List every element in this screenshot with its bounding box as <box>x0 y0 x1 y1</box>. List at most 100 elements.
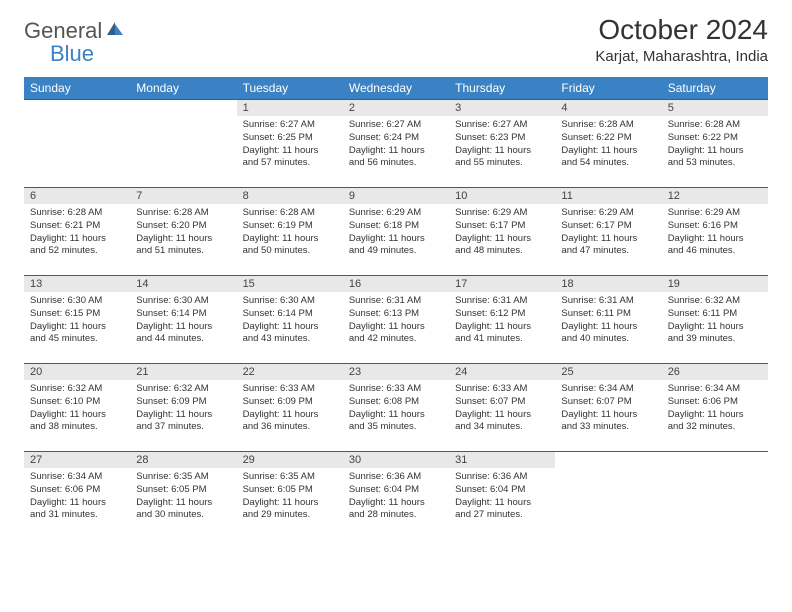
sunrise-text: Sunrise: 6:30 AM <box>243 295 337 308</box>
day-number: 25 <box>555 364 661 380</box>
sunset-text: Sunset: 6:24 PM <box>349 132 443 145</box>
day-number: 27 <box>24 452 130 468</box>
daylight-text: Daylight: 11 hours and 30 minutes. <box>136 497 230 523</box>
day-number: 3 <box>449 100 555 116</box>
calendar-day-cell: 8Sunrise: 6:28 AMSunset: 6:19 PMDaylight… <box>237 188 343 276</box>
daylight-text: Daylight: 11 hours and 39 minutes. <box>668 321 762 347</box>
calendar-day-cell: 21Sunrise: 6:32 AMSunset: 6:09 PMDayligh… <box>130 364 236 452</box>
day-detail: Sunrise: 6:27 AMSunset: 6:23 PMDaylight:… <box>449 116 555 172</box>
sunrise-text: Sunrise: 6:35 AM <box>243 471 337 484</box>
logo-sail-icon <box>106 21 124 42</box>
sunrise-text: Sunrise: 6:27 AM <box>455 119 549 132</box>
calendar-day-cell: 15Sunrise: 6:30 AMSunset: 6:14 PMDayligh… <box>237 276 343 364</box>
day-detail: Sunrise: 6:30 AMSunset: 6:15 PMDaylight:… <box>24 292 130 348</box>
sunset-text: Sunset: 6:11 PM <box>668 308 762 321</box>
calendar-day-cell: 22Sunrise: 6:33 AMSunset: 6:09 PMDayligh… <box>237 364 343 452</box>
sunset-text: Sunset: 6:11 PM <box>561 308 655 321</box>
sunrise-text: Sunrise: 6:28 AM <box>668 119 762 132</box>
daylight-text: Daylight: 11 hours and 57 minutes. <box>243 145 337 171</box>
calendar-day-cell: 31Sunrise: 6:36 AMSunset: 6:04 PMDayligh… <box>449 452 555 540</box>
day-detail: Sunrise: 6:31 AMSunset: 6:13 PMDaylight:… <box>343 292 449 348</box>
calendar-day-cell: 23Sunrise: 6:33 AMSunset: 6:08 PMDayligh… <box>343 364 449 452</box>
day-number: 6 <box>24 188 130 204</box>
day-number: 9 <box>343 188 449 204</box>
day-detail: Sunrise: 6:32 AMSunset: 6:11 PMDaylight:… <box>662 292 768 348</box>
sunrise-text: Sunrise: 6:31 AM <box>561 295 655 308</box>
sunset-text: Sunset: 6:06 PM <box>30 484 124 497</box>
sunset-text: Sunset: 6:07 PM <box>561 396 655 409</box>
sunset-text: Sunset: 6:18 PM <box>349 220 443 233</box>
weekday-header: Saturday <box>662 77 768 100</box>
day-detail: Sunrise: 6:29 AMSunset: 6:17 PMDaylight:… <box>555 204 661 260</box>
sunset-text: Sunset: 6:05 PM <box>243 484 337 497</box>
calendar-week-row: 20Sunrise: 6:32 AMSunset: 6:10 PMDayligh… <box>24 364 768 452</box>
day-detail: Sunrise: 6:27 AMSunset: 6:24 PMDaylight:… <box>343 116 449 172</box>
sunrise-text: Sunrise: 6:28 AM <box>561 119 655 132</box>
day-detail: Sunrise: 6:28 AMSunset: 6:22 PMDaylight:… <box>662 116 768 172</box>
day-number: 21 <box>130 364 236 380</box>
daylight-text: Daylight: 11 hours and 50 minutes. <box>243 233 337 259</box>
calendar-day-cell: 29Sunrise: 6:35 AMSunset: 6:05 PMDayligh… <box>237 452 343 540</box>
day-number: 22 <box>237 364 343 380</box>
sunset-text: Sunset: 6:06 PM <box>668 396 762 409</box>
day-number: 1 <box>237 100 343 116</box>
calendar-day-cell: 13Sunrise: 6:30 AMSunset: 6:15 PMDayligh… <box>24 276 130 364</box>
day-detail: Sunrise: 6:29 AMSunset: 6:18 PMDaylight:… <box>343 204 449 260</box>
day-detail: Sunrise: 6:28 AMSunset: 6:19 PMDaylight:… <box>237 204 343 260</box>
sunset-text: Sunset: 6:17 PM <box>561 220 655 233</box>
day-detail: Sunrise: 6:31 AMSunset: 6:11 PMDaylight:… <box>555 292 661 348</box>
day-number: 15 <box>237 276 343 292</box>
daylight-text: Daylight: 11 hours and 42 minutes. <box>349 321 443 347</box>
calendar-day-cell: 27Sunrise: 6:34 AMSunset: 6:06 PMDayligh… <box>24 452 130 540</box>
day-detail: Sunrise: 6:35 AMSunset: 6:05 PMDaylight:… <box>237 468 343 524</box>
day-detail: Sunrise: 6:33 AMSunset: 6:08 PMDaylight:… <box>343 380 449 436</box>
day-number: 31 <box>449 452 555 468</box>
day-number: 20 <box>24 364 130 380</box>
day-detail: Sunrise: 6:29 AMSunset: 6:16 PMDaylight:… <box>662 204 768 260</box>
sunrise-text: Sunrise: 6:36 AM <box>349 471 443 484</box>
sunrise-text: Sunrise: 6:29 AM <box>455 207 549 220</box>
day-number: 28 <box>130 452 236 468</box>
calendar-day-cell <box>130 100 236 188</box>
sunrise-text: Sunrise: 6:30 AM <box>30 295 124 308</box>
sunset-text: Sunset: 6:14 PM <box>136 308 230 321</box>
daylight-text: Daylight: 11 hours and 43 minutes. <box>243 321 337 347</box>
calendar-table: Sunday Monday Tuesday Wednesday Thursday… <box>24 77 768 540</box>
weekday-header: Sunday <box>24 77 130 100</box>
daylight-text: Daylight: 11 hours and 55 minutes. <box>455 145 549 171</box>
weekday-header: Tuesday <box>237 77 343 100</box>
calendar-day-cell: 1Sunrise: 6:27 AMSunset: 6:25 PMDaylight… <box>237 100 343 188</box>
daylight-text: Daylight: 11 hours and 32 minutes. <box>668 409 762 435</box>
weekday-header: Thursday <box>449 77 555 100</box>
sunset-text: Sunset: 6:19 PM <box>243 220 337 233</box>
weekday-header: Monday <box>130 77 236 100</box>
day-detail: Sunrise: 6:36 AMSunset: 6:04 PMDaylight:… <box>449 468 555 524</box>
calendar-day-cell: 20Sunrise: 6:32 AMSunset: 6:10 PMDayligh… <box>24 364 130 452</box>
calendar-day-cell: 25Sunrise: 6:34 AMSunset: 6:07 PMDayligh… <box>555 364 661 452</box>
day-number: 13 <box>24 276 130 292</box>
day-number: 8 <box>237 188 343 204</box>
sunset-text: Sunset: 6:09 PM <box>243 396 337 409</box>
calendar-day-cell: 18Sunrise: 6:31 AMSunset: 6:11 PMDayligh… <box>555 276 661 364</box>
sunset-text: Sunset: 6:20 PM <box>136 220 230 233</box>
calendar-day-cell: 4Sunrise: 6:28 AMSunset: 6:22 PMDaylight… <box>555 100 661 188</box>
daylight-text: Daylight: 11 hours and 48 minutes. <box>455 233 549 259</box>
day-number: 16 <box>343 276 449 292</box>
sunrise-text: Sunrise: 6:31 AM <box>349 295 443 308</box>
calendar-day-cell: 2Sunrise: 6:27 AMSunset: 6:24 PMDaylight… <box>343 100 449 188</box>
daylight-text: Daylight: 11 hours and 53 minutes. <box>668 145 762 171</box>
day-number: 17 <box>449 276 555 292</box>
calendar-week-row: 1Sunrise: 6:27 AMSunset: 6:25 PMDaylight… <box>24 100 768 188</box>
sunrise-text: Sunrise: 6:33 AM <box>349 383 443 396</box>
sunrise-text: Sunrise: 6:35 AM <box>136 471 230 484</box>
daylight-text: Daylight: 11 hours and 54 minutes. <box>561 145 655 171</box>
day-number: 26 <box>662 364 768 380</box>
day-number: 30 <box>343 452 449 468</box>
daylight-text: Daylight: 11 hours and 47 minutes. <box>561 233 655 259</box>
daylight-text: Daylight: 11 hours and 46 minutes. <box>668 233 762 259</box>
sunrise-text: Sunrise: 6:34 AM <box>30 471 124 484</box>
daylight-text: Daylight: 11 hours and 27 minutes. <box>455 497 549 523</box>
calendar-day-cell: 3Sunrise: 6:27 AMSunset: 6:23 PMDaylight… <box>449 100 555 188</box>
sunset-text: Sunset: 6:14 PM <box>243 308 337 321</box>
day-detail: Sunrise: 6:30 AMSunset: 6:14 PMDaylight:… <box>237 292 343 348</box>
